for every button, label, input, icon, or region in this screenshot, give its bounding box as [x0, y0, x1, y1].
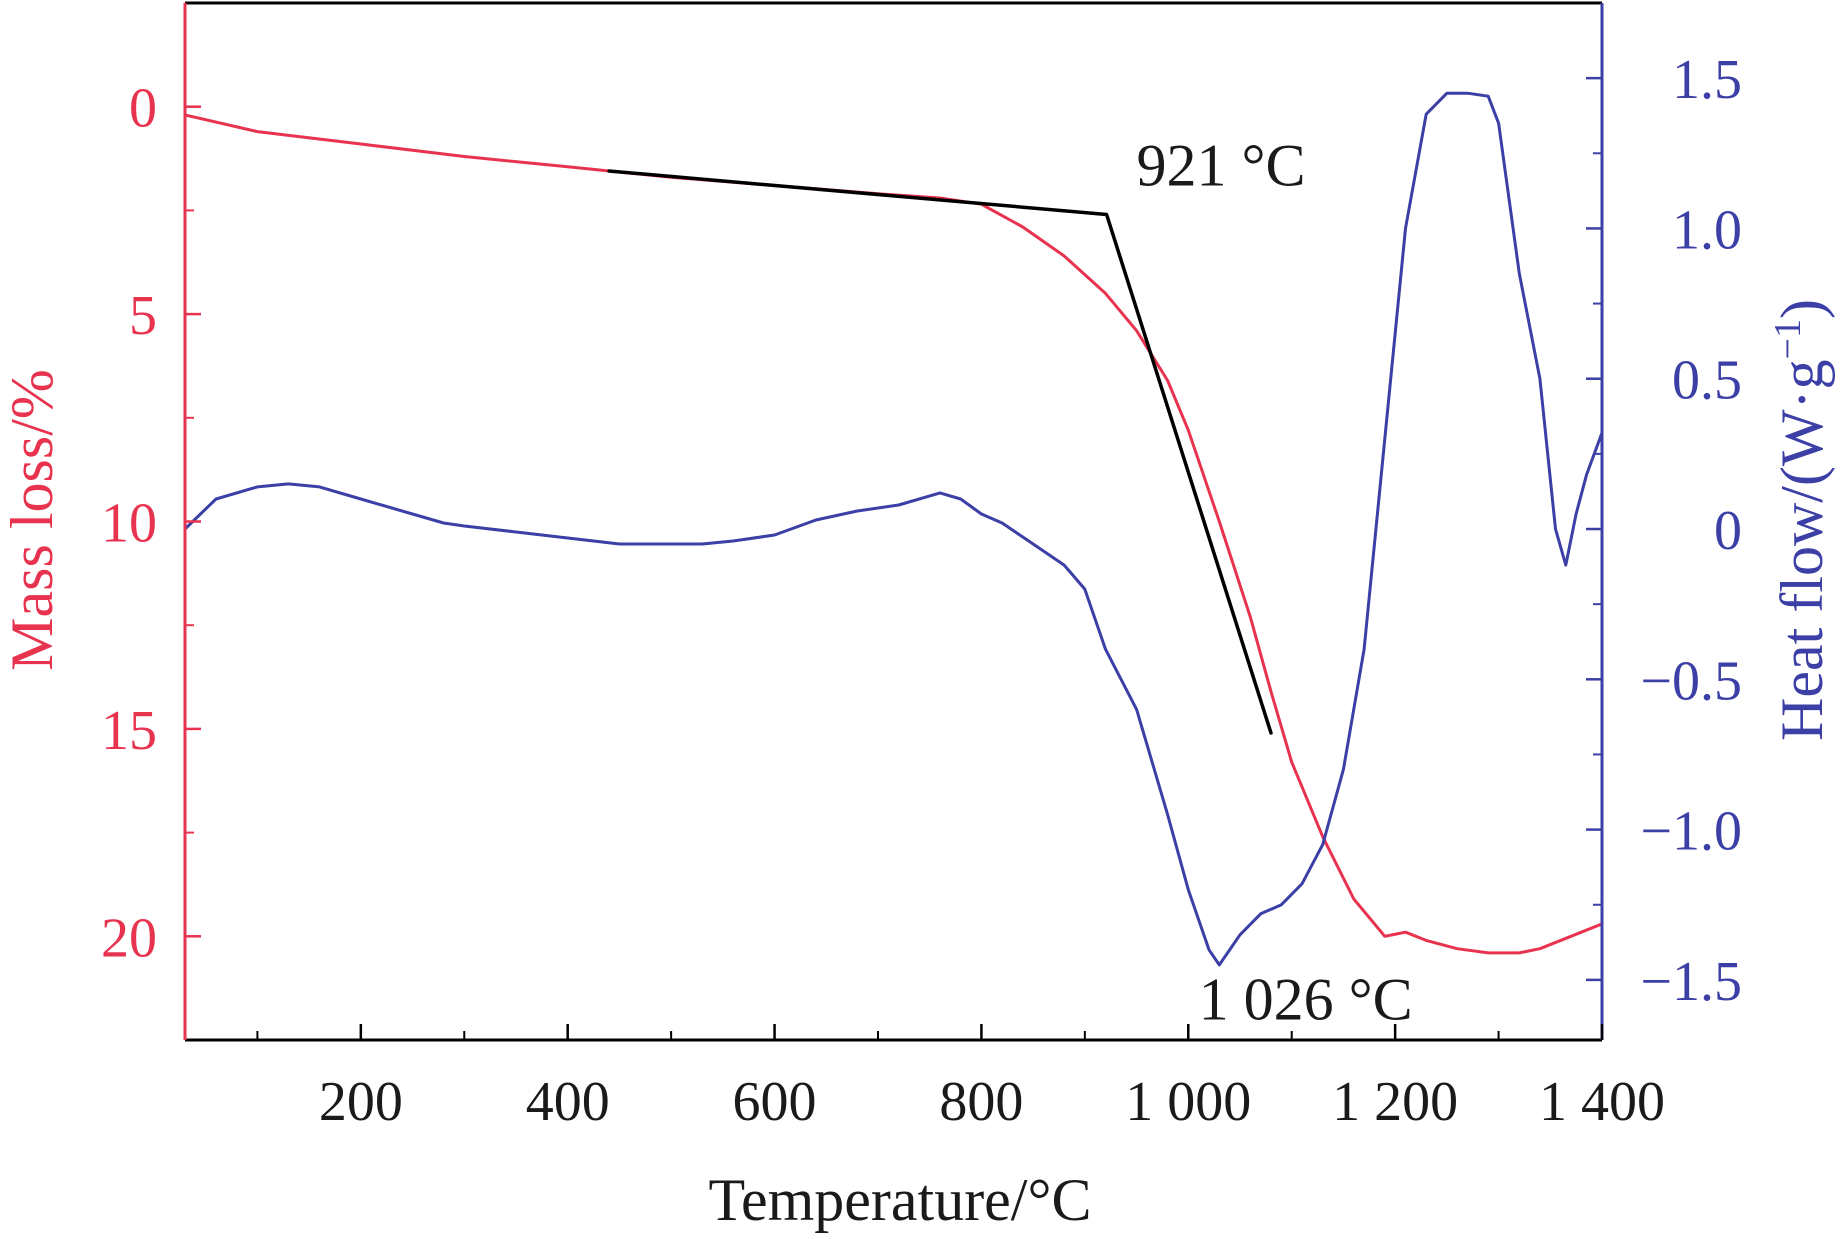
- x-tick-label: 600: [733, 1071, 817, 1133]
- tick-labels: 200 400 600 800 1 000 1 200 1 400 0 5 10 15 20 −1.5 −…: [101, 49, 1742, 1133]
- y-right-axis-title: Heat flow/(W·g−1): [1767, 299, 1835, 741]
- y-right-axis-title-end: ): [1769, 299, 1835, 319]
- y-right-tick-label: −1.5: [1640, 951, 1742, 1013]
- x-tick-label: 1 000: [1125, 1071, 1251, 1133]
- y-right-tick-label: 1.0: [1672, 199, 1742, 261]
- x-tick-label: 800: [939, 1071, 1023, 1133]
- plot-frame: [183, 1, 1604, 1042]
- y-left-tick-label: 15: [101, 700, 157, 762]
- x-tick-label: 200: [319, 1071, 403, 1133]
- ticks: [185, 76, 1604, 1040]
- y-right-tick-label: 1.5: [1672, 49, 1742, 111]
- heat-flow-curve: [185, 91, 1602, 967]
- y-right-tick-label: 0.5: [1672, 350, 1742, 412]
- annotation-921: 921 °C: [1137, 133, 1306, 199]
- y-right-tick-label: −1.0: [1640, 801, 1742, 863]
- x-tick-label: 1 400: [1539, 1071, 1665, 1133]
- x-tick-label: 1 200: [1332, 1071, 1458, 1133]
- y-left-tick-label: 5: [129, 285, 157, 347]
- y-left-tick-label: 0: [129, 78, 157, 140]
- x-axis-title: Temperature/°C: [709, 1167, 1092, 1233]
- mass-loss-curve: [185, 113, 1602, 955]
- annotation-1026: 1 026 °C: [1199, 966, 1413, 1032]
- y-right-tick-label: −0.5: [1640, 650, 1742, 712]
- x-tick-label: 400: [526, 1071, 610, 1133]
- y-left-tick-label: 20: [101, 907, 157, 969]
- curves: [185, 91, 1602, 967]
- annotations: 921 °C 1 026 °C: [1137, 133, 1413, 1033]
- tangent-construction-lines: [607, 169, 1273, 735]
- y-right-axis-title-sup: −1: [1767, 319, 1809, 359]
- y-right-tick-label: 0: [1714, 500, 1742, 562]
- y-left-tick-label: 10: [101, 493, 157, 555]
- y-right-axis-title-main: Heat flow/(W·g: [1769, 359, 1835, 741]
- y-left-axis-title: Mass loss/%: [0, 369, 65, 671]
